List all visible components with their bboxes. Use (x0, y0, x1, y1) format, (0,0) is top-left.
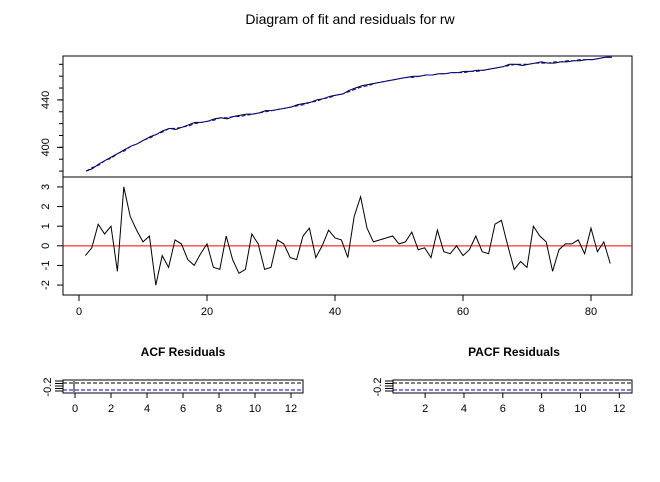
acf-panel-frame (62, 379, 304, 394)
acf-x-tick-label: 4 (144, 403, 150, 415)
pacf-x-tick-label: 2 (422, 403, 428, 415)
residuals-y-tick-label: -1 (40, 261, 52, 271)
residuals-x-tick-label: 0 (76, 306, 82, 318)
acf-y-tick-label: -0.2 (42, 378, 54, 397)
acf-x-tick-label: 12 (285, 403, 297, 415)
pacf-x-tick-label: 10 (574, 403, 586, 415)
pacf-panel-frame (392, 379, 633, 394)
pacf-y-tick-label: -0.2 (372, 378, 384, 397)
residuals-x-tick-label: 60 (457, 306, 469, 318)
residuals-x-tick-label: 20 (201, 306, 213, 318)
observed-series-line (85, 56, 612, 172)
acf-x-tick-label: 2 (108, 403, 114, 415)
pacf-x-tick-label: 6 (500, 403, 506, 415)
chart-title: Diagram of fit and residuals for rw (245, 11, 455, 27)
residuals-y-tick-label: 0 (40, 243, 52, 249)
residuals-y-tick-label: 1 (40, 223, 52, 229)
acf-x-tick-label: 6 (180, 403, 186, 415)
fit-series-line (85, 56, 612, 172)
acf-title: ACF Residuals (141, 345, 226, 359)
residuals-y-tick-label: 2 (40, 203, 52, 209)
pacf-x-tick-label: 4 (461, 403, 467, 415)
acf-x-tick-label: 8 (216, 403, 222, 415)
residuals-y-tick-label: -2 (40, 280, 52, 290)
residuals-panel-frame (62, 176, 633, 296)
pacf-x-tick-label: 8 (539, 403, 545, 415)
fit-y-tick-label: 400 (40, 138, 52, 156)
residuals-x-tick-label: 40 (329, 306, 341, 318)
residuals-x-tick-label: 80 (585, 306, 597, 318)
fit-panel-frame (62, 55, 633, 178)
pacf-x-tick-label: 12 (613, 403, 625, 415)
pacf-title: PACF Residuals (468, 345, 560, 359)
fit-y-tick-label: 440 (40, 91, 52, 109)
acf-x-tick-label: 0 (72, 403, 78, 415)
residuals-y-tick-label: 3 (40, 184, 52, 190)
residuals-series-line (85, 186, 611, 286)
acf-x-tick-label: 10 (249, 403, 261, 415)
